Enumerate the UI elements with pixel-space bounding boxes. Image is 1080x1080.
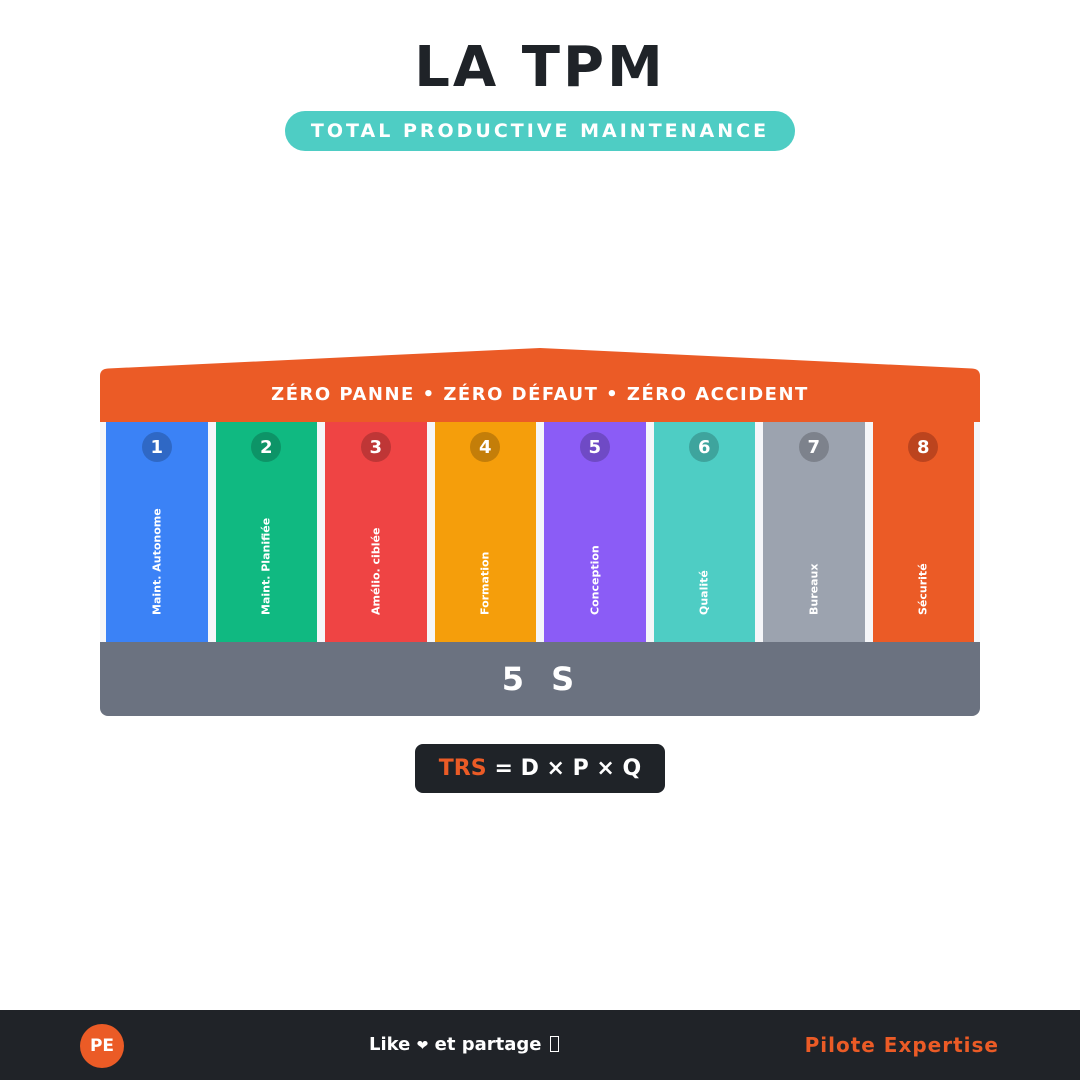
pillar-label: Formation (478, 551, 492, 615)
pillar-3: 3 Amélio. ciblée (325, 422, 427, 642)
like-share-cta: Like ❤ et partage (369, 1033, 559, 1058)
roof-goals-text: ZÉRO PANNE • ZÉRO DÉFAUT • ZÉRO ACCIDENT (271, 384, 809, 405)
avatar: PE (80, 1024, 124, 1068)
pillar-number-badge: 4 (470, 432, 501, 462)
page-title: LA TPM (414, 35, 666, 100)
cta-share-text: et partage (434, 1034, 542, 1055)
pillar-2: 2 Maint. Planifiée (215, 422, 317, 642)
trs-formula: TRS = D × P × Q (415, 744, 665, 793)
subtitle-badge: TOTAL PRODUCTIVE MAINTENANCE (285, 111, 795, 151)
footer-bar (0, 1010, 1080, 1080)
pillar-number-badge: 2 (251, 432, 282, 462)
share-icon (549, 1036, 559, 1052)
pillar-1: 1 Maint. Autonome (106, 422, 208, 642)
pillar-number-badge: 1 (141, 432, 172, 462)
formula-expression: = D × P × Q (494, 756, 642, 781)
formula-trs: TRS (438, 756, 487, 781)
pillars-row: 1 Maint. Autonome 2 Maint. Planifiée 3 A… (100, 422, 980, 642)
pillar-label: Maint. Planifiée (259, 517, 273, 615)
pillar-number-badge: 3 (360, 432, 391, 462)
pillar-label: Maint. Autonome (150, 508, 164, 615)
pillar-label: Bureaux (807, 563, 821, 615)
pillar-6: 6 Qualité (653, 422, 755, 642)
temple-roof: ZÉRO PANNE • ZÉRO DÉFAUT • ZÉRO ACCIDENT (100, 348, 980, 422)
pillar-label: Qualité (697, 570, 711, 615)
pillar-4: 4 Formation (434, 422, 536, 642)
pillar-number-badge: 5 (579, 432, 610, 462)
cta-like-text: Like (369, 1034, 411, 1055)
pillar-number-badge: 8 (908, 432, 939, 462)
heart-icon: ❤ (416, 1038, 429, 1054)
brand-name: Pilote Expertise (804, 1033, 999, 1057)
pillar-7: 7 Bureaux (763, 422, 865, 642)
pillar-8: 8 Sécurité (872, 422, 974, 642)
pillar-number-badge: 6 (689, 432, 720, 462)
pillar-5: 5 Conception (544, 422, 646, 642)
pillar-label: Amélio. ciblée (369, 527, 383, 615)
roof-shape (100, 348, 980, 422)
pillar-label: Sécurité (916, 563, 930, 615)
pillar-number-badge: 7 (798, 432, 829, 462)
temple-base-5s: 5 S (100, 642, 980, 716)
pillar-label: Conception (588, 545, 602, 615)
